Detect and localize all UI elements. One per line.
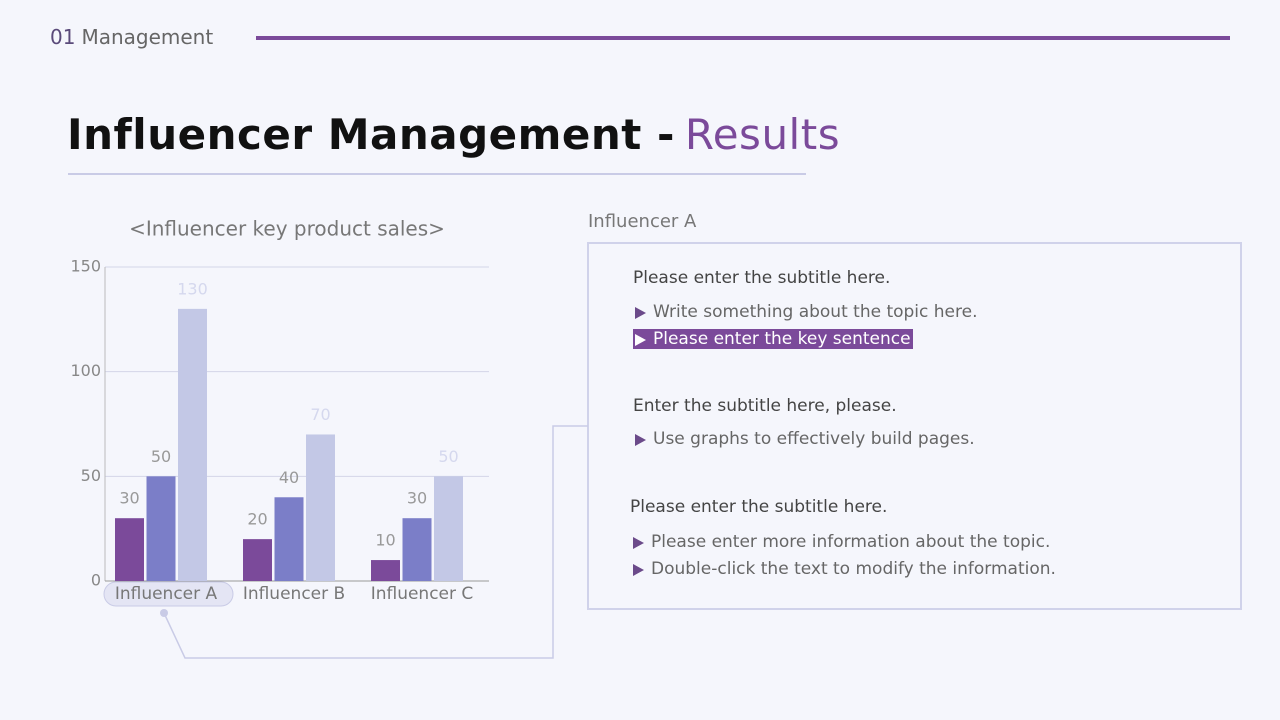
bullet-item: Use graphs to effectively build pages. (633, 429, 975, 449)
bar (274, 497, 304, 581)
data-label: 10 (375, 531, 395, 550)
category-highlight (103, 581, 234, 607)
bar (371, 560, 400, 581)
y-tick-label: 50 (81, 466, 101, 485)
subtitle: Please enter the subtitle here. (633, 268, 891, 288)
panel-label: Influencer A (588, 211, 697, 232)
bullet-item: Double-click the text to modify the info… (631, 559, 1056, 579)
bar (243, 539, 272, 581)
bar (402, 518, 432, 581)
y-tick-label: 100 (70, 361, 101, 380)
bar (306, 434, 335, 581)
data-label: 50 (151, 447, 171, 466)
x-tick-label: Influencer B (243, 584, 345, 604)
y-tick-label: 150 (70, 257, 101, 276)
data-label: 20 (247, 510, 267, 529)
chart-title: <Influencer key product sales> (129, 217, 445, 241)
title: Influencer Management - Results (67, 110, 840, 159)
key-sentence: Please enter the key sentence (633, 329, 913, 349)
header: 01 Management (50, 25, 213, 49)
data-label: 130 (177, 279, 208, 298)
bar (146, 476, 176, 581)
section-name: Management (81, 25, 214, 49)
connector (163, 425, 588, 659)
data-label: 30 (407, 489, 427, 508)
data-label: 50 (438, 447, 458, 466)
panel-box (587, 242, 1242, 610)
data-label: 30 (119, 489, 139, 508)
bullet-item: Please enter more information about the … (631, 532, 1050, 552)
title-accent: Results (684, 110, 841, 159)
bar (178, 308, 207, 581)
data-label: 40 (279, 468, 299, 487)
subtitle: Enter the subtitle here, please. (633, 396, 897, 416)
x-tick-label: Influencer C (371, 584, 474, 604)
y-tick-label: 0 (91, 571, 101, 590)
bar (115, 518, 144, 581)
x-tick-label: Influencer A (115, 584, 218, 604)
connector-dot (160, 609, 168, 617)
title-main: Influencer Management - (67, 110, 675, 159)
data-label: 70 (310, 405, 330, 424)
bar (434, 476, 463, 581)
section-number: 01 (50, 25, 76, 49)
bullet-item: Write something about the topic here. (633, 302, 978, 322)
subtitle: Please enter the subtitle here. (630, 497, 888, 517)
